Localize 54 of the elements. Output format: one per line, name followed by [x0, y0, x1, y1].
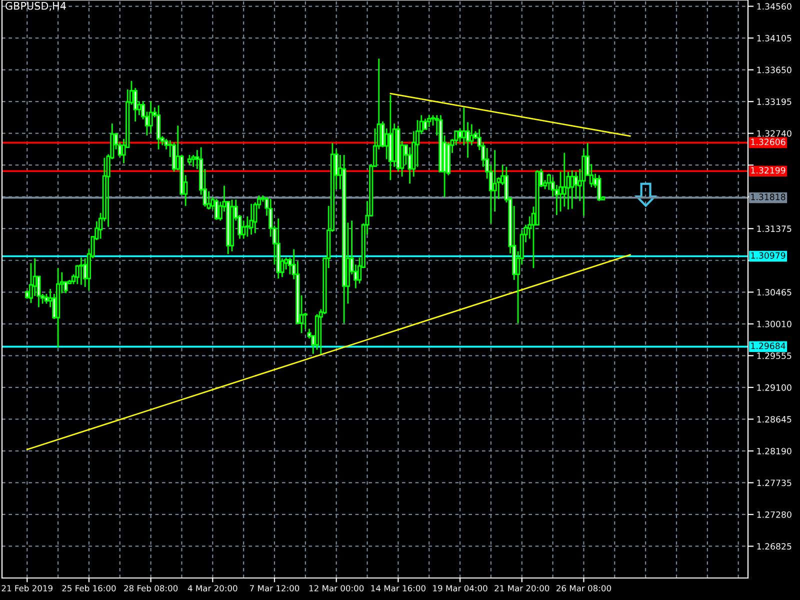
y-tick-label: 1.33650 [757, 66, 792, 74]
candlestick [458, 128, 462, 144]
x-tick-label: 21 Mar 20:00 [494, 585, 550, 592]
ref-line-label: 1.32606 [751, 138, 786, 146]
candlestick [187, 154, 192, 166]
candlestick [83, 258, 88, 288]
candlestick [423, 118, 428, 130]
x-tick-label: 14 Mar 16:00 [371, 585, 426, 592]
candlestick [148, 100, 153, 134]
y-tick-label: 1.32740 [757, 130, 792, 137]
ref-line-label: 1.30979 [751, 252, 786, 259]
y-tick-label: 1.33195 [757, 98, 792, 105]
y-tick-label: 1.28645 [757, 416, 792, 423]
x-tick-label: 25 Feb 16:00 [62, 584, 116, 592]
x-tick-label: 7 Mar 12:00 [250, 585, 300, 592]
ref-line-label: 1.32199 [751, 167, 786, 174]
candlestick [470, 124, 474, 146]
candlestick [214, 198, 219, 221]
chart-title: GBPUSD,H4 [6, 2, 66, 11]
candlestick [384, 128, 389, 160]
x-tick-label: 19 Mar 04:00 [433, 585, 488, 592]
candlestick [574, 171, 578, 200]
y-tick-label: 1.28190 [757, 448, 792, 454]
candlestick [242, 220, 246, 240]
y-tick-label: 1.27735 [757, 480, 792, 486]
candlestick [44, 293, 48, 304]
y-tick-label: 1.31375 [757, 226, 792, 232]
x-tick-label: 28 Feb 08:00 [124, 584, 178, 592]
candlestick [245, 216, 250, 238]
candlestick [427, 114, 432, 128]
candlestick [597, 174, 602, 202]
candlestick [558, 171, 563, 212]
y-tick-label: 1.30010 [757, 320, 792, 328]
y-tick-label: 1.30465 [757, 289, 792, 296]
candlestick [191, 154, 196, 168]
candlestick [28, 262, 34, 304]
y-tick-label: 1.34560 [757, 3, 792, 10]
candlestick [79, 256, 84, 286]
y-tick-label: 1.27280 [757, 511, 792, 518]
x-tick-label: 26 Mar 08:00 [556, 585, 611, 592]
x-tick-label: 4 Mar 20:00 [188, 585, 238, 592]
x-tick-label: 12 Mar 00:00 [309, 585, 364, 592]
ref-line-label: 1.29684 [751, 342, 786, 350]
y-tick-label: 1.34105 [757, 34, 792, 42]
y-tick-label: 1.29100 [757, 384, 792, 391]
candlestick [570, 170, 574, 210]
candlestick [492, 149, 497, 212]
ref-line-label: 1.31818 [751, 194, 786, 200]
y-tick-label: 1.29555 [757, 352, 792, 360]
candlestick [156, 104, 161, 150]
candlestick [562, 152, 566, 208]
x-tick-label: 21 Feb 2019 [2, 584, 52, 592]
candlestick [249, 203, 254, 236]
y-tick-label: 1.26825 [757, 543, 792, 550]
